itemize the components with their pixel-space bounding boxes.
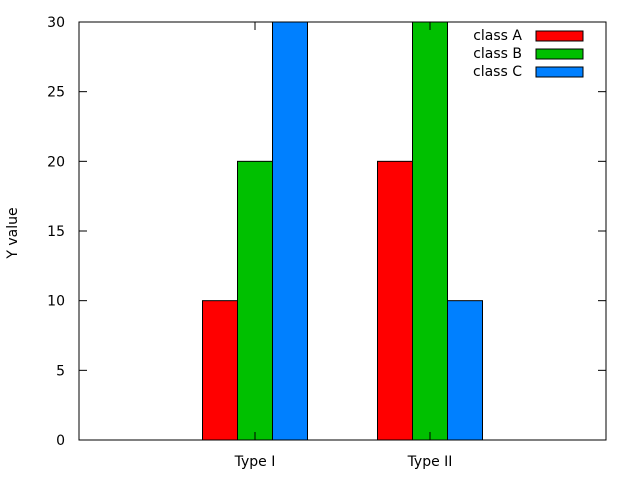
x-tick-label: Type II [407, 454, 453, 470]
plot-frame [78, 21, 607, 441]
y-tick-label: 15 [47, 224, 65, 240]
y-tick-label: 10 [47, 294, 65, 310]
legend-label: class A [473, 28, 522, 44]
y-tick-label: 25 [47, 85, 65, 101]
legend-swatch [535, 66, 584, 78]
bar [272, 21, 308, 441]
bar-series-group [202, 21, 483, 441]
bar [377, 160, 413, 441]
bar [412, 21, 448, 441]
legend: class A class B class C [473, 28, 584, 80]
y-tick-label: 0 [56, 433, 65, 449]
y-tick-label: 5 [56, 363, 65, 379]
y-tick-label: 20 [47, 154, 65, 170]
y-tick-label: 30 [47, 15, 65, 31]
x-axis: Type I Type II [234, 22, 453, 470]
bar [237, 160, 273, 441]
bar [447, 300, 483, 441]
legend-label: class B [473, 46, 522, 62]
x-tick-label: Type I [234, 454, 276, 470]
y-axis: 0 5 10 15 20 25 30 [47, 15, 606, 449]
legend-swatch [535, 30, 584, 42]
legend-label: class C [473, 64, 522, 80]
bar [202, 300, 238, 441]
y-axis-label: Y value [5, 207, 21, 259]
legend-swatch [535, 48, 584, 60]
